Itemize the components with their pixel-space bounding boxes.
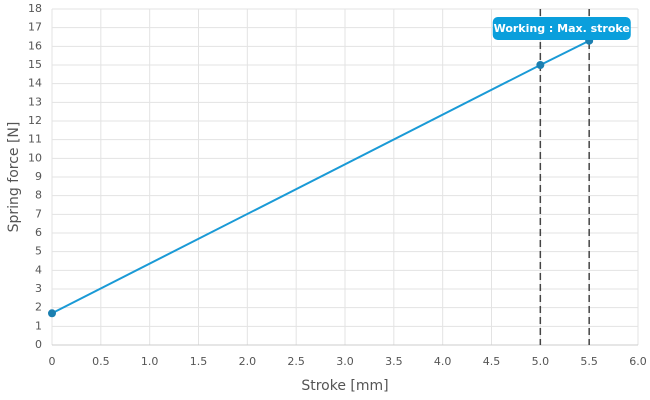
x-tick-label: 1.0 [141,355,159,368]
y-tick-label: 12 [28,114,42,127]
y-tick-label: 5 [35,245,42,258]
y-tick-label: 18 [28,2,42,15]
point [536,61,545,69]
y-tick-label: 17 [28,21,42,34]
y-tick-label: 1 [35,319,42,332]
y-tick-label: 13 [28,95,42,108]
annotation-box [492,17,631,40]
x-tick-label: 2.0 [239,355,257,368]
x-tick-label: 4.0 [434,355,452,368]
y-tick-label: 2 [35,301,42,314]
y-tick-label: 6 [35,226,42,239]
y-axis-label: Spring force [N] [6,122,22,233]
point [48,309,56,318]
x-axis-label: Stroke [mm] [301,378,388,394]
x-tick-label: 3.5 [385,355,403,368]
x-tick-label: 0 [49,355,56,368]
y-tick-label: 0 [35,338,42,351]
x-tick-label: 6.0 [629,355,647,368]
y-tick-label: 7 [35,207,42,220]
y-tick-label: 4 [35,263,42,276]
y-tick-label: 3 [35,282,42,295]
x-tick-label: 4.5 [483,355,501,368]
x-tick-label: 5.0 [532,355,550,368]
x-tick-label: 5.5 [580,355,598,368]
x-tick-label: 1.5 [190,355,208,368]
x-tick-label: 3.0 [336,355,354,368]
y-tick-label: 16 [28,39,42,52]
annotation: Working : Max. stroke [494,22,630,35]
y-tick-label: 8 [35,189,42,202]
y-tick-label: 15 [28,58,42,71]
y-tick-label: 10 [28,151,42,164]
y-tick-label: 11 [28,133,42,146]
y-tick-label: 14 [28,77,42,90]
y-tick-label: 9 [35,170,42,183]
x-tick-label: 0.5 [92,355,110,368]
x-tick-label: 2.5 [287,355,305,368]
